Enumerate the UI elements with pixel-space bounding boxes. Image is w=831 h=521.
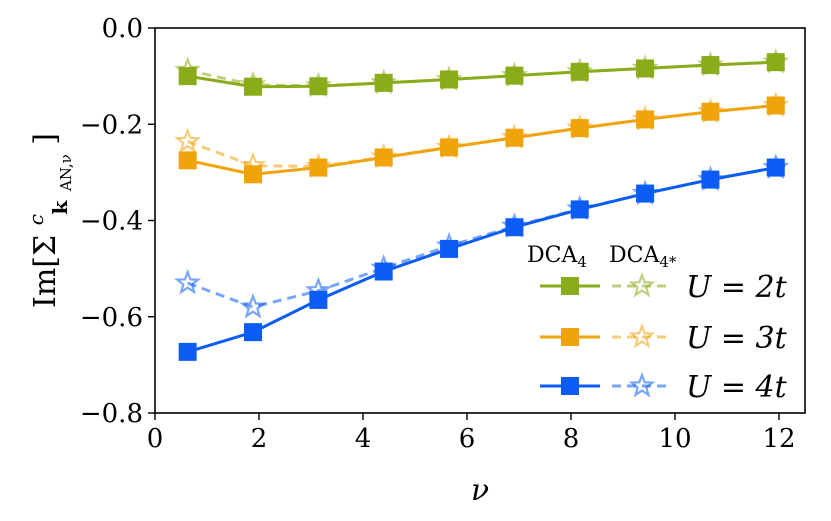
square-marker-u-4t [440,239,459,258]
legend-star-marker [628,271,656,298]
y-axis-title-sub2: AN,ν [57,154,75,192]
square-marker-u-2t [505,66,524,85]
y-axis-title-text: Im[Σ c k AN,ν ] [16,133,79,308]
square-marker-u-3t [309,158,328,177]
legend-label: U = 2t [686,270,788,305]
square-marker-u-2t [701,56,720,75]
square-marker-u-4t [178,342,197,361]
y-tick-label: −0.2 [80,110,143,140]
square-marker-u-2t [440,70,459,89]
series-group [174,48,790,361]
y-tick-label: −0.4 [80,207,143,237]
y-axis-title-sup: c [24,214,48,225]
square-marker-u-4t [244,323,263,342]
legend-header-dca4: DCA4 [527,243,587,271]
x-tick-label: 8 [563,424,580,454]
y-axis-title-close: ] [28,133,63,145]
square-marker-u-4t [570,200,589,219]
x-tick-label: 0 [147,424,164,454]
square-marker-u-2t [374,73,393,92]
legend-label: U = 4t [686,370,788,405]
square-marker-u-4t [505,218,524,237]
square-marker-u-4t [766,158,785,177]
square-marker-u-3t [178,151,197,170]
y-tick-label: −0.8 [80,399,143,429]
square-marker-u-2t [178,67,197,86]
square-marker-u-3t [766,96,785,115]
square-marker-u-2t [309,77,328,96]
y-axis-title-sub: k [48,200,72,215]
square-marker-u-3t [570,119,589,138]
square-marker-u-3t [374,148,393,167]
square-marker-u-2t [766,53,785,72]
x-tick-label: 4 [355,424,372,454]
legend: DCA4 DCA4* U = 2t U = 3t U = 4t [527,243,788,405]
star-marker-u-4t [174,268,202,295]
square-marker-u-3t [701,102,720,121]
legend-square-marker [561,328,579,346]
square-marker-u-2t [636,59,655,78]
square-marker-u-3t [440,138,459,157]
series-line-dca4-u-3t [187,103,776,176]
square-marker-u-3t [636,110,655,129]
y-axis-title: Im[Σ c k AN,ν ] [16,133,79,308]
square-marker-u-4t [374,262,393,281]
square-marker-u-4t [636,184,655,203]
ticks-group: 0 2 4 6 8 10 12 0.0 −0.2 −0.4 −0.6 −0.8 [80,14,796,454]
star-marker-u-4t [239,292,267,319]
x-axis-title: ν [471,473,489,508]
y-tick-label: 0.0 [102,14,143,44]
square-marker-u-2t [570,62,589,81]
y-tick-label: −0.6 [80,303,143,333]
x-tick-label: 12 [762,424,795,454]
square-marker-u-3t [244,165,263,184]
legend-header-dca4-sub: 4 [577,253,587,271]
square-marker-u-2t [244,77,263,96]
series-line-dca4-u-2t [187,60,776,89]
legend-star-marker [628,371,656,398]
legend-star-marker [628,322,656,349]
star-marker-u-3t [174,127,202,154]
square-marker-u-4t [701,170,720,189]
legend-square-marker [561,377,579,395]
x-tick-label: 6 [459,424,476,454]
square-marker-u-3t [505,128,524,147]
x-tick-label: 10 [658,424,691,454]
legend-label: U = 3t [686,321,788,356]
square-marker-u-4t [309,290,328,309]
y-axis-title-main: Im[Σ [28,235,63,308]
legend-square-marker [561,277,579,295]
x-tick-label: 2 [251,424,268,454]
legend-header-dca4star: DCA4* [609,243,677,271]
legend-header-dca4star-sub: 4* [659,253,677,271]
series-line-dca4-u-4t [187,166,777,354]
